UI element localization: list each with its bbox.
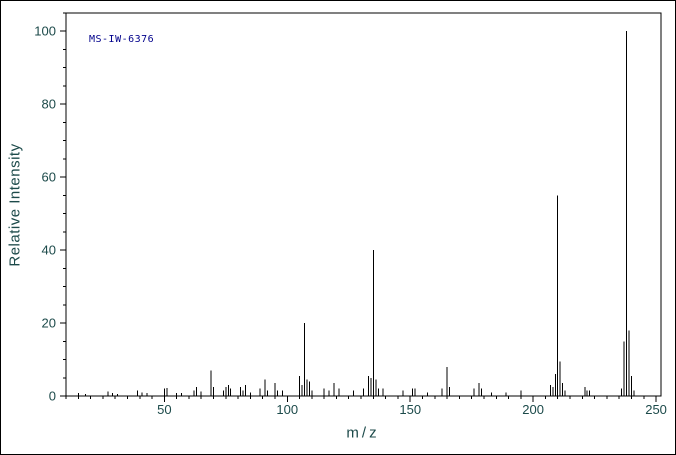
y-tick-label: 40 xyxy=(42,243,56,258)
plot-frame xyxy=(65,12,662,397)
x-tick-label: 200 xyxy=(522,402,544,417)
y-tick-label: 100 xyxy=(34,24,56,39)
x-tick-label: 100 xyxy=(276,402,298,417)
y-tick-label: 20 xyxy=(42,316,56,331)
spectrum-id-label: MS-IW-6376 xyxy=(89,34,155,45)
x-tick-label: 50 xyxy=(157,402,171,417)
y-tick-label: 0 xyxy=(49,389,56,404)
y-tick-label: 80 xyxy=(42,97,56,112)
x-tick-label: 150 xyxy=(399,402,421,417)
y-axis-label: Relative Intensity xyxy=(6,143,24,267)
y-tick-label: 60 xyxy=(42,170,56,185)
x-axis-label: m/z xyxy=(346,424,380,442)
x-tick-label: 250 xyxy=(645,402,667,417)
